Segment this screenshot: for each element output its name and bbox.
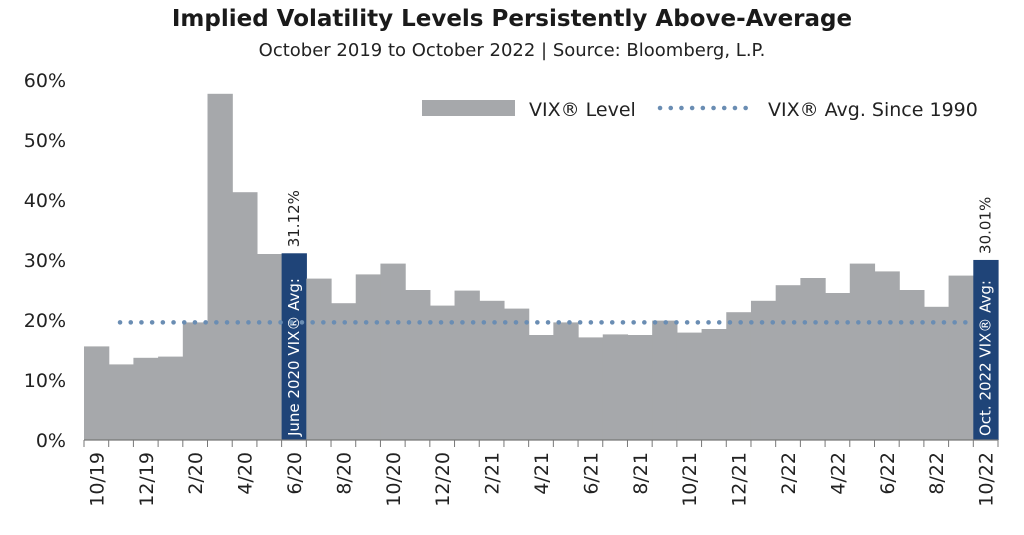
highlight-label: June 2020 VIX® Avg: — [285, 278, 303, 437]
bar — [405, 290, 431, 440]
y-tick-label: 50% — [24, 130, 66, 152]
x-tick-label: 12/19 — [136, 452, 158, 507]
x-tick-label: 2/21 — [482, 452, 504, 495]
x-tick-label: 8/21 — [630, 452, 652, 495]
bar — [652, 320, 678, 440]
x-tick-label: 4/21 — [531, 452, 553, 495]
bar — [849, 263, 876, 440]
x-tick-label: 2/22 — [778, 452, 800, 495]
bar — [627, 335, 653, 440]
legend-swatch-bars — [422, 100, 515, 116]
bar — [503, 308, 530, 440]
highlight-label: Oct. 2022 VIX® Avg: — [977, 280, 995, 436]
bar — [182, 322, 209, 440]
x-tick-label: 12/21 — [729, 452, 751, 507]
bar — [306, 278, 332, 440]
chart-subtitle: October 2019 to October 2022 | Source: B… — [258, 40, 766, 61]
x-tick-label: 4/20 — [235, 452, 257, 495]
bar — [84, 346, 110, 440]
bar — [528, 335, 554, 440]
bar — [775, 285, 801, 440]
bar — [331, 303, 357, 440]
legend-label-average: VIX® Avg. Since 1990 — [768, 99, 978, 121]
bar — [825, 293, 851, 440]
y-tick-label: 10% — [24, 370, 66, 392]
chart-title: Implied Volatility Levels Persistently A… — [171, 6, 853, 32]
bar — [923, 306, 950, 440]
x-tick-label: 10/21 — [679, 452, 701, 507]
bar — [948, 275, 974, 440]
x-tick-label: 8/20 — [333, 452, 355, 495]
y-tick-label: 40% — [24, 190, 66, 212]
x-tick-label: 6/22 — [877, 452, 899, 495]
bar — [553, 322, 579, 440]
x-tick-label: 2/20 — [185, 452, 207, 495]
x-tick-label: 6/21 — [580, 452, 602, 495]
x-tick-label: 10/22 — [976, 452, 998, 507]
bar — [380, 263, 406, 440]
bar — [207, 93, 233, 441]
bar — [874, 271, 900, 440]
y-tick-label: 60% — [24, 70, 66, 92]
legend-label-bars: VIX® Level — [529, 99, 636, 121]
bar — [726, 312, 752, 440]
x-tick-label: 8/22 — [926, 452, 948, 495]
y-tick-label: 0% — [36, 430, 66, 452]
x-tick-label: 12/20 — [432, 452, 454, 507]
bar — [232, 192, 258, 440]
x-tick-label: 10/19 — [86, 452, 108, 507]
bar — [899, 290, 925, 440]
bar — [133, 357, 159, 440]
y-tick-label: 30% — [24, 250, 66, 272]
x-tick-label: 6/20 — [284, 452, 306, 495]
bar — [800, 278, 826, 440]
y-tick-label: 20% — [24, 310, 66, 332]
bar — [355, 274, 382, 440]
bar — [256, 254, 283, 440]
x-tick-label: 10/20 — [383, 452, 405, 507]
highlight-value-label: 30.01% — [977, 197, 995, 254]
bar — [602, 334, 629, 440]
bar — [158, 356, 184, 440]
highlight-bar — [281, 253, 307, 440]
highlight-bar — [973, 259, 999, 440]
x-tick-label: 4/22 — [827, 452, 849, 495]
bar — [454, 290, 480, 440]
bar — [108, 364, 134, 440]
highlight-value-label: 31.12% — [285, 190, 303, 247]
bar — [578, 337, 604, 440]
bar — [429, 305, 456, 440]
bar — [676, 332, 703, 440]
bar — [701, 329, 727, 440]
